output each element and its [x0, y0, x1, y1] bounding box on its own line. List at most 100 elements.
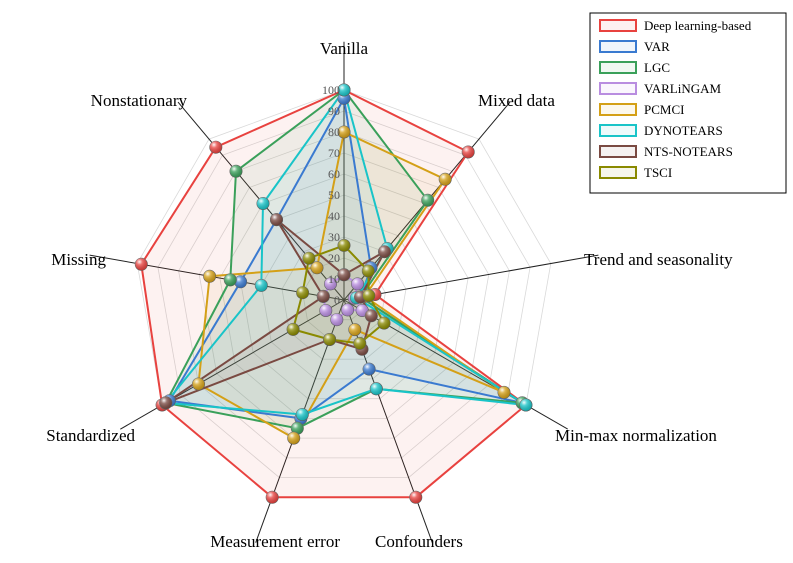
series-fill	[169, 98, 523, 419]
tick-label: 70	[328, 146, 340, 160]
legend-swatch	[599, 40, 637, 53]
tick-label: 90	[328, 104, 340, 118]
data-point	[290, 421, 304, 435]
axis-label: Confounders	[375, 532, 463, 551]
legend-entry: VARLiNGAM	[599, 81, 721, 96]
data-point	[353, 336, 367, 350]
series-line	[164, 89, 524, 430]
data-point	[409, 490, 423, 504]
data-point	[350, 277, 364, 291]
legend-entry: VAR	[599, 39, 670, 54]
grid-ring-80	[178, 131, 510, 459]
grid-ring-20	[302, 257, 386, 340]
data-point	[159, 396, 173, 410]
legend-entry: NTS-NOTEARS	[599, 144, 733, 159]
legend-entry: TSCI	[599, 165, 672, 180]
data-point	[302, 251, 316, 265]
data-point	[461, 145, 475, 159]
series-line	[292, 244, 385, 345]
data-point	[265, 490, 279, 504]
data-point	[337, 238, 351, 252]
series-line	[197, 131, 505, 440]
data-point	[438, 172, 452, 186]
data-point	[254, 278, 268, 292]
legend-label: PCMCI	[644, 102, 684, 117]
series-fill	[165, 219, 385, 403]
axis-label: Vanilla	[320, 39, 369, 58]
data-point	[229, 164, 243, 178]
data-point	[337, 125, 351, 139]
legend-swatch	[599, 103, 637, 116]
data-point	[316, 289, 330, 303]
legend-label: DYNOTEARS	[644, 123, 723, 138]
data-point	[134, 257, 148, 271]
data-point	[223, 273, 237, 287]
axis-label: Mixed data	[478, 91, 555, 110]
axis-label: Nonstationary	[91, 91, 188, 110]
legend-label: Deep learning-based	[644, 18, 752, 33]
axis-label: Missing	[51, 250, 106, 269]
grid-ring-90	[157, 110, 531, 479]
grid-ring-60	[219, 173, 469, 419]
tick-label: 60	[328, 167, 340, 181]
legend-swatch	[599, 19, 637, 32]
tick-label: 40	[328, 209, 340, 223]
data-point	[377, 316, 391, 330]
data-point	[269, 213, 283, 227]
legend-swatch	[599, 61, 637, 74]
data-point	[286, 322, 300, 336]
series-points	[134, 83, 533, 504]
axis-labels: Vanilla Mixed data Trend and seasonality Mi…	[46, 39, 733, 551]
grid-ring-70	[198, 152, 490, 439]
legend-swatch	[599, 124, 637, 137]
data-point	[319, 303, 333, 317]
axis-spoke	[343, 254, 599, 301]
data-point	[310, 261, 324, 275]
data-point	[361, 264, 375, 278]
data-point	[256, 197, 270, 211]
data-point	[323, 277, 337, 291]
axis-label: Min-max normalization	[555, 426, 717, 445]
legend-swatch	[599, 145, 637, 158]
legend-entry: DYNOTEARS	[599, 123, 723, 138]
legend-label: NTS-NOTEARS	[644, 144, 733, 159]
legend-label: VARLiNGAM	[644, 81, 721, 96]
data-point	[519, 398, 533, 412]
data-point	[421, 193, 435, 207]
tick-label: 100	[322, 83, 340, 97]
tick-label: 20	[328, 251, 340, 265]
data-point	[209, 140, 223, 154]
data-point	[337, 83, 351, 97]
data-point	[364, 309, 378, 323]
radial-tick-labels: 0 10 20 30 40 50 60 70 80 90 100	[322, 83, 340, 307]
data-point	[295, 407, 309, 421]
data-point	[296, 286, 310, 300]
legend-entry: LGC	[599, 60, 670, 75]
grid-ring-40	[260, 215, 428, 380]
tick-label: 50	[328, 188, 340, 202]
data-point	[203, 269, 217, 283]
tick-label: 80	[328, 125, 340, 139]
legend: Deep learning-based VAR LGC VARLiNGAM PCMCI D…	[589, 12, 787, 194]
data-point	[348, 323, 362, 337]
axis-label: Trend and seasonality	[584, 250, 733, 269]
series-line	[322, 273, 364, 321]
data-point	[362, 362, 376, 376]
legend-label: VAR	[644, 39, 670, 54]
data-point	[497, 385, 511, 399]
series-fill	[165, 90, 526, 415]
series-line	[140, 89, 527, 499]
legend-swatch	[599, 166, 637, 179]
tick-label: 0	[334, 293, 340, 307]
legend-entry: PCMCI	[599, 102, 684, 117]
data-point	[330, 313, 344, 327]
tick-label: 30	[328, 230, 340, 244]
axis-label: Standardized	[46, 426, 135, 445]
data-point	[287, 431, 301, 445]
legend-entry: Deep learning-based	[599, 18, 752, 33]
axis-label: Measurement error	[210, 532, 340, 551]
data-point	[362, 289, 376, 303]
data-point	[341, 303, 355, 317]
legend-label: LGC	[644, 60, 670, 75]
